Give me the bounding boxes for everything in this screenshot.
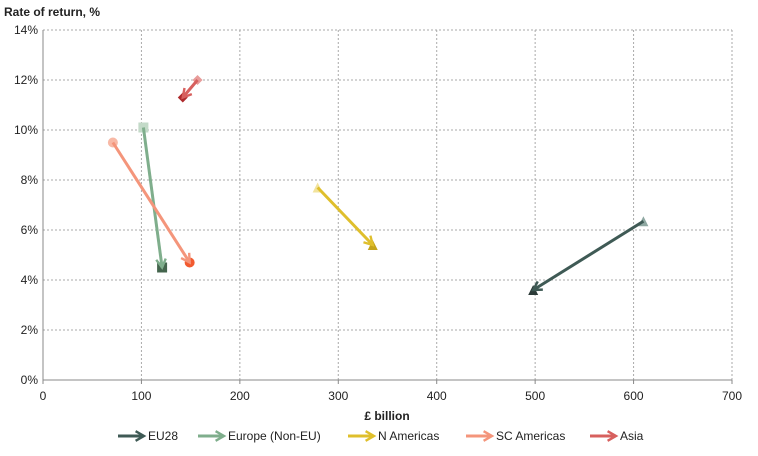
x-tick-label: 200: [230, 389, 250, 403]
x-tick-label: 600: [624, 389, 644, 403]
legend-label: Europe (Non-EU): [228, 429, 321, 443]
legend-label: N Americas: [378, 429, 439, 443]
y-tick-label: 2%: [21, 323, 39, 337]
legend-label: EU28: [148, 429, 178, 443]
x-tick-label: 300: [328, 389, 348, 403]
x-tick-label: 100: [131, 389, 151, 403]
y-tick-label: 14%: [14, 23, 38, 37]
series-arrow: [181, 79, 199, 100]
y-tick-label: 4%: [21, 273, 39, 287]
series-arrow: [111, 141, 191, 265]
y-tick-label: 8%: [21, 173, 39, 187]
series-arrow: [141, 127, 167, 270]
series-arrow: [531, 219, 645, 292]
x-axis-label: £ billion: [364, 409, 409, 423]
y-axis-label: Rate of return, %: [4, 5, 100, 19]
series-arrow: [316, 186, 375, 247]
y-tick-label: 10%: [14, 123, 38, 137]
x-tick-label: 500: [525, 389, 545, 403]
y-tick-label: 12%: [14, 73, 38, 87]
legend-label: Asia: [620, 429, 644, 443]
x-tick-label: 0: [40, 389, 47, 403]
legend-label: SC Americas: [496, 429, 565, 443]
y-tick-label: 6%: [21, 223, 39, 237]
x-tick-label: 700: [722, 389, 742, 403]
x-tick-label: 400: [427, 389, 447, 403]
y-tick-label: 0%: [21, 373, 39, 387]
